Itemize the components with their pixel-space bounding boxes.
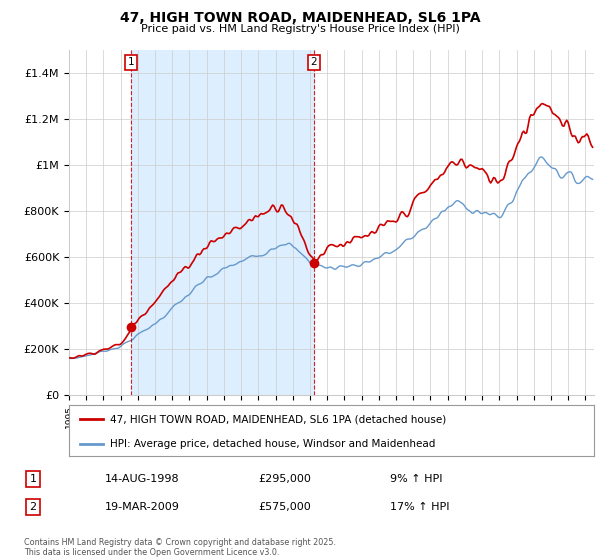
- Text: Contains HM Land Registry data © Crown copyright and database right 2025.
This d: Contains HM Land Registry data © Crown c…: [24, 538, 336, 557]
- Text: 17% ↑ HPI: 17% ↑ HPI: [390, 502, 449, 512]
- Text: Price paid vs. HM Land Registry's House Price Index (HPI): Price paid vs. HM Land Registry's House …: [140, 24, 460, 34]
- Text: 19-MAR-2009: 19-MAR-2009: [105, 502, 180, 512]
- Text: 2: 2: [310, 58, 317, 67]
- Text: 1: 1: [128, 58, 134, 67]
- Text: £575,000: £575,000: [258, 502, 311, 512]
- Text: 47, HIGH TOWN ROAD, MAIDENHEAD, SL6 1PA: 47, HIGH TOWN ROAD, MAIDENHEAD, SL6 1PA: [119, 11, 481, 25]
- Text: 47, HIGH TOWN ROAD, MAIDENHEAD, SL6 1PA (detached house): 47, HIGH TOWN ROAD, MAIDENHEAD, SL6 1PA …: [110, 414, 446, 424]
- Text: 1: 1: [29, 474, 37, 484]
- Text: 9% ↑ HPI: 9% ↑ HPI: [390, 474, 443, 484]
- Text: 2: 2: [29, 502, 37, 512]
- Text: HPI: Average price, detached house, Windsor and Maidenhead: HPI: Average price, detached house, Wind…: [110, 438, 436, 449]
- Text: 14-AUG-1998: 14-AUG-1998: [105, 474, 179, 484]
- Bar: [131, 50, 314, 395]
- Text: £295,000: £295,000: [258, 474, 311, 484]
